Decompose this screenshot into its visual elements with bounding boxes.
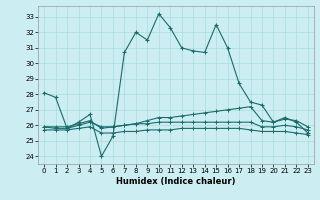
X-axis label: Humidex (Indice chaleur): Humidex (Indice chaleur) <box>116 177 236 186</box>
